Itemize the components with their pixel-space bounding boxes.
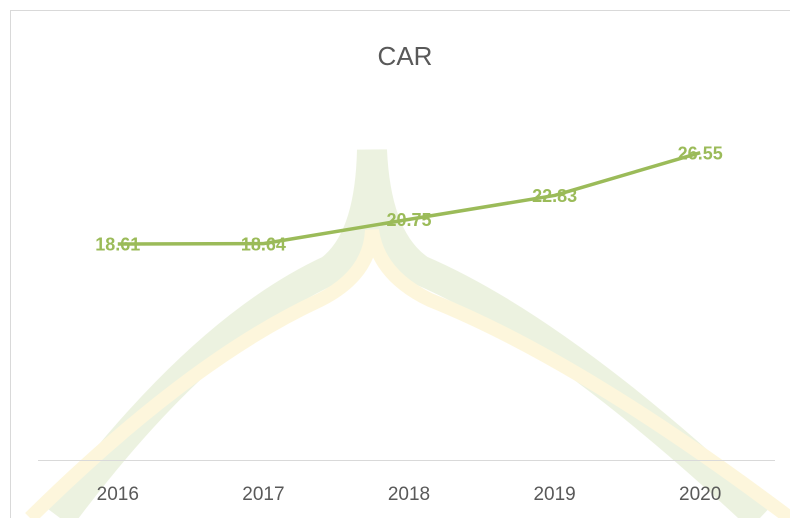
- x-tick-label: 2020: [679, 484, 721, 505]
- chart-title: CAR: [378, 41, 433, 71]
- data-label: 26.55: [678, 143, 723, 163]
- x-tick-label: 2019: [533, 484, 575, 505]
- x-tick-label: 2018: [388, 484, 430, 505]
- x-tick-label: 2016: [97, 484, 139, 505]
- data-label: 18.61: [95, 235, 140, 255]
- chart: CAR 2016 2017 2018 2019 2020 18.61 18.64 20.75 2…: [0, 0, 790, 518]
- page: CAR 2016 2017 2018 2019 2020 18.61 18.64 20.75 2…: [0, 0, 790, 518]
- x-tick-label: 2017: [242, 484, 284, 505]
- data-label: 20.75: [386, 210, 431, 230]
- data-label: 18.64: [241, 234, 286, 254]
- data-label: 22.83: [532, 186, 577, 206]
